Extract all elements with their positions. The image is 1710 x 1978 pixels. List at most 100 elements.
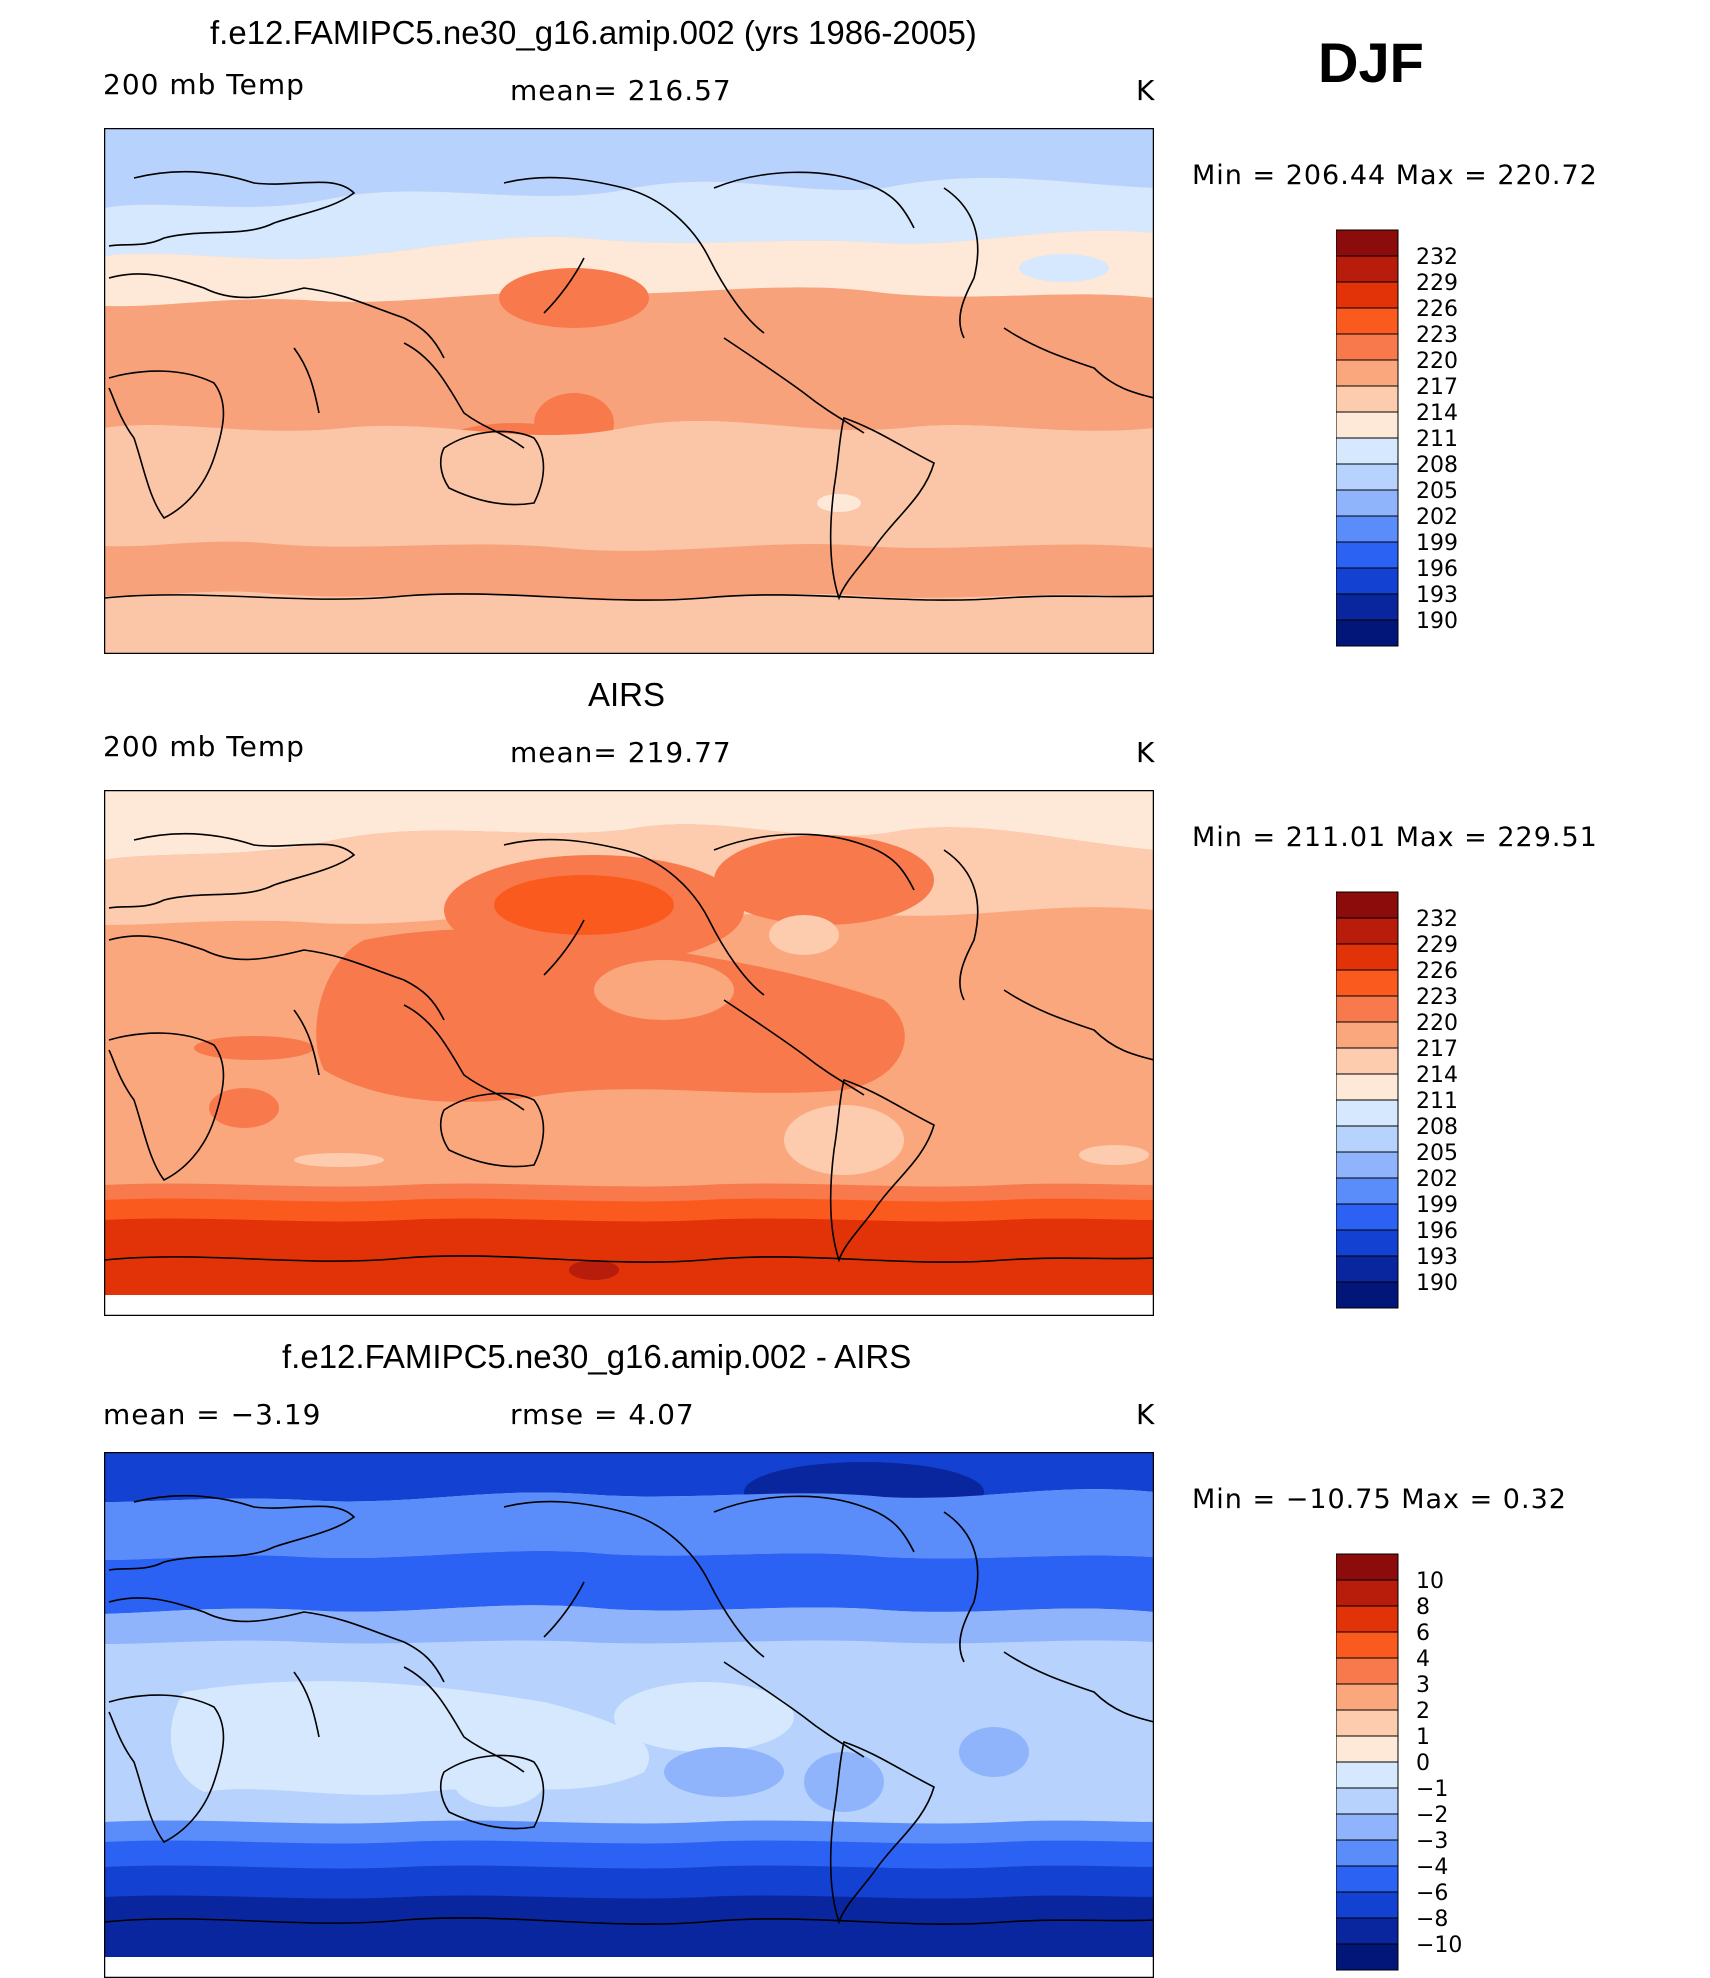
- colorbar-swatch: [1336, 995, 1399, 1023]
- colorbar-swatch: [1336, 1073, 1399, 1101]
- colorbar-swatch: [1336, 1021, 1399, 1049]
- panel-3-mean-label: mean = −3.19: [103, 1398, 322, 1431]
- colorbar-swatch: [1336, 541, 1399, 569]
- colorbar-swatch: [1336, 463, 1399, 491]
- colorbar-swatch: [1336, 1281, 1399, 1309]
- colorbar-label: 4: [1416, 1647, 1430, 1672]
- panel-1-colorbar: 2322292262232202172142112082052021991961…: [1336, 229, 1458, 647]
- colorbar-label: 229: [1416, 933, 1458, 958]
- colorbar-swatch: [1336, 1099, 1399, 1127]
- colorbar-swatch: [1336, 1177, 1399, 1205]
- colorbar-swatch: [1336, 1631, 1399, 1659]
- colorbar-label: 205: [1416, 1141, 1458, 1166]
- colorbar-label: −3: [1416, 1829, 1448, 1854]
- colorbar-swatch: [1336, 1553, 1399, 1581]
- panel-2-title: AIRS: [588, 676, 666, 713]
- colorbar-label: 190: [1416, 1271, 1458, 1296]
- colorbar-swatch: [1336, 1579, 1399, 1607]
- colorbar-label: 2: [1416, 1699, 1430, 1724]
- colorbar-label: 214: [1416, 1063, 1458, 1088]
- colorbar-label: 8: [1416, 1595, 1430, 1620]
- colorbar-swatch: [1336, 281, 1399, 309]
- panel-3-units: K: [1136, 1398, 1156, 1431]
- colorbar-swatch: [1336, 385, 1399, 413]
- colorbar-swatch: [1336, 1839, 1399, 1867]
- colorbar-swatch: [1336, 515, 1399, 543]
- panel-3-rmse-label: rmse = 4.07: [510, 1398, 695, 1431]
- colorbar-label: 190: [1416, 609, 1458, 634]
- colorbar-swatch: [1336, 567, 1399, 595]
- colorbar-label: 193: [1416, 1245, 1458, 1270]
- colorbar-swatch: [1336, 1943, 1399, 1971]
- colorbar-label: −4: [1416, 1855, 1448, 1880]
- colorbar-label: 211: [1416, 427, 1458, 452]
- colorbar-swatch: [1336, 1787, 1399, 1815]
- colorbar-swatch: [1336, 969, 1399, 997]
- colorbar-label: 232: [1416, 245, 1458, 270]
- colorbar-swatch: [1336, 1865, 1399, 1893]
- colorbar-swatch: [1336, 1657, 1399, 1685]
- colorbar-swatch: [1336, 917, 1399, 945]
- panel-1-mean-label: mean= 216.57: [510, 74, 732, 107]
- colorbar-swatch: [1336, 1229, 1399, 1257]
- colorbar-swatch: [1336, 1813, 1399, 1841]
- colorbar-swatch: [1336, 1917, 1399, 1945]
- colorbar-label: 10: [1416, 1569, 1444, 1594]
- colorbar-label: 217: [1416, 375, 1458, 400]
- colorbar-label: 229: [1416, 271, 1458, 296]
- panel-2-left-label: 200 mb Temp: [103, 730, 305, 763]
- panel-2-colorbar: 2322292262232202172142112082052021991961…: [1336, 891, 1458, 1309]
- colorbar-label: 196: [1416, 1219, 1458, 1244]
- colorbar-label: 199: [1416, 1193, 1458, 1218]
- colorbar-label: 196: [1416, 557, 1458, 582]
- colorbar-swatch: [1336, 359, 1399, 387]
- colorbar-swatch: [1336, 229, 1399, 257]
- colorbar-swatch: [1336, 891, 1399, 919]
- season-label: DJF: [1318, 31, 1424, 94]
- panel-2-mean-label: mean= 219.77: [510, 736, 732, 769]
- panel-3-minmax: Min = −10.75 Max = 0.32: [1192, 1484, 1567, 1515]
- colorbar-label: 223: [1416, 323, 1458, 348]
- colorbar-swatch: [1336, 437, 1399, 465]
- colorbar-swatch: [1336, 1125, 1399, 1153]
- colorbar-label: 202: [1416, 1167, 1458, 1192]
- panel-3-map: [104, 1452, 1154, 1978]
- colorbar-swatch: [1336, 1203, 1399, 1231]
- colorbar-swatch: [1336, 1891, 1399, 1919]
- colorbar-swatch: [1336, 943, 1399, 971]
- panel-1-title: f.e12.FAMIPC5.ne30_g16.amip.002 (yrs 198…: [210, 14, 977, 51]
- colorbar-swatch: [1336, 593, 1399, 621]
- colorbar-swatch: [1336, 1605, 1399, 1633]
- colorbar-label: −8: [1416, 1907, 1448, 1932]
- colorbar-label: −6: [1416, 1881, 1448, 1906]
- colorbar-label: −1: [1416, 1777, 1448, 1802]
- colorbar-label: −2: [1416, 1803, 1448, 1828]
- panel-2-units: K: [1136, 736, 1156, 769]
- colorbar-swatch: [1336, 619, 1399, 647]
- colorbar-label: 220: [1416, 1011, 1458, 1036]
- colorbar-label: 193: [1416, 583, 1458, 608]
- colorbar-label: 205: [1416, 479, 1458, 504]
- colorbar-label: 214: [1416, 401, 1458, 426]
- colorbar-swatch: [1336, 1761, 1399, 1789]
- colorbar-label: 208: [1416, 453, 1458, 478]
- panel-2-minmax: Min = 211.01 Max = 229.51: [1192, 822, 1598, 853]
- colorbar-label: 217: [1416, 1037, 1458, 1062]
- colorbar-label: 208: [1416, 1115, 1458, 1140]
- colorbar-label: 226: [1416, 959, 1458, 984]
- panel-2-map: [104, 790, 1154, 1316]
- panel-3-title: f.e12.FAMIPC5.ne30_g16.amip.002 - AIRS: [282, 1338, 912, 1375]
- panel-1-left-label: 200 mb Temp: [103, 68, 305, 101]
- colorbar-label: 3: [1416, 1673, 1430, 1698]
- colorbar-swatch: [1336, 307, 1399, 335]
- colorbar-label: 220: [1416, 349, 1458, 374]
- colorbar-swatch: [1336, 1047, 1399, 1075]
- panel-1-minmax: Min = 206.44 Max = 220.72: [1192, 160, 1598, 191]
- colorbar-label: 202: [1416, 505, 1458, 530]
- colorbar-swatch: [1336, 1151, 1399, 1179]
- colorbar-label: 0: [1416, 1751, 1430, 1776]
- colorbar-swatch: [1336, 1735, 1399, 1763]
- colorbar-label: 226: [1416, 297, 1458, 322]
- panel-1-units: K: [1136, 74, 1156, 107]
